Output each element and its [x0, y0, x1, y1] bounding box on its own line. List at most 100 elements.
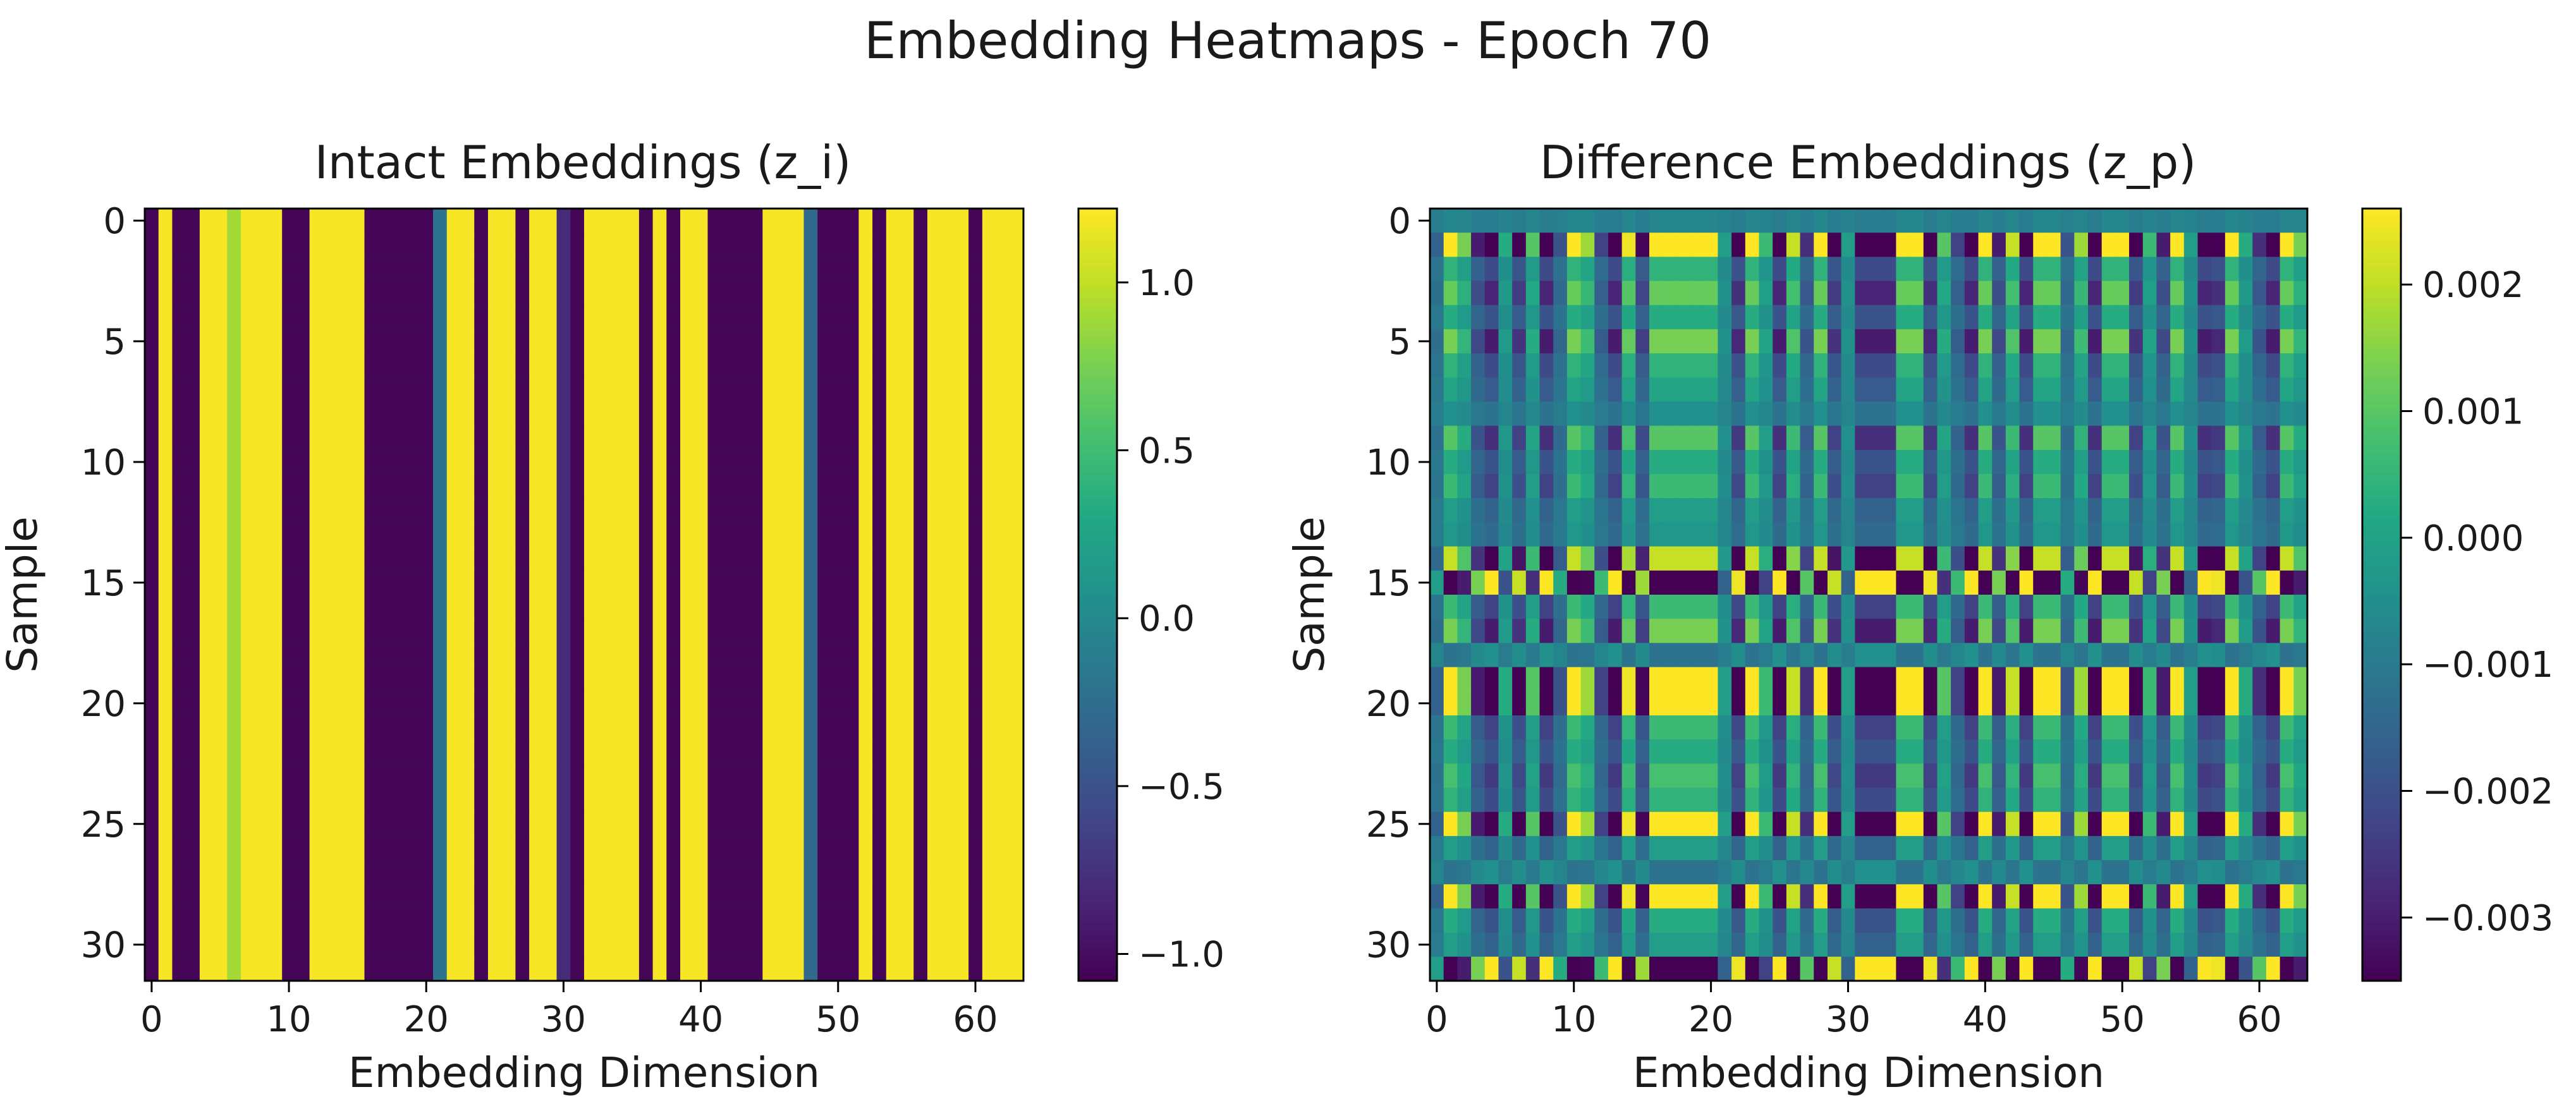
heatmap-cell: [556, 860, 571, 885]
colorbar-segment: [2362, 221, 2401, 229]
heatmap-cell: [762, 377, 777, 403]
heatmap-cell: [1827, 329, 1842, 354]
colorbar-segment: [2362, 478, 2401, 486]
heatmap-cell: [886, 305, 901, 330]
heatmap-cell: [1869, 908, 1883, 933]
heatmap-cell: [1923, 643, 1938, 668]
heatmap-cell: [1649, 209, 1664, 233]
heatmap-cell: [364, 667, 379, 692]
heatmap-cell: [638, 691, 654, 716]
heatmap-cell: [364, 546, 379, 571]
heatmap-cell: [1690, 595, 1705, 619]
heatmap-cell: [1525, 739, 1541, 764]
heatmap-cell: [886, 763, 901, 789]
heatmap-cell: [2088, 353, 2103, 378]
heatmap-cell: [282, 498, 296, 523]
heatmap-cell: [529, 739, 544, 764]
heatmap-cell: [2170, 739, 2185, 764]
heatmap-cell: [611, 570, 626, 595]
heatmap-cell: [584, 932, 599, 957]
heatmap-cell: [487, 425, 503, 451]
heatmap-cell: [1786, 474, 1801, 499]
heatmap-cell: [501, 401, 516, 427]
heatmap-cell: [1773, 498, 1787, 523]
heatmap-cell: [227, 619, 241, 643]
heatmap-cell: [487, 449, 503, 475]
heatmap-cell: [1621, 884, 1636, 909]
heatmap-cell: [1910, 570, 1924, 595]
heatmap-cell: [1923, 425, 1938, 451]
heatmap-cell: [1951, 908, 1965, 933]
heatmap-cell: [1841, 209, 1855, 233]
heatmap-cell: [652, 233, 667, 257]
heatmap-cell: [817, 401, 832, 427]
heatmap-cell: [1869, 401, 1883, 427]
heatmap-cell: [1594, 884, 1609, 909]
heatmap-cell: [1964, 763, 1979, 789]
heatmap-cell: [886, 643, 901, 668]
heatmap-cell: [1566, 956, 1582, 981]
heatmap-cell: [2183, 353, 2199, 378]
heatmap-cell: [433, 811, 448, 837]
heatmap-cell: [1745, 522, 1760, 547]
heatmap-cell: [707, 449, 722, 475]
heatmap-cell: [1923, 353, 1938, 378]
heatmap-cell: [487, 956, 503, 981]
heatmap-cell: [2060, 763, 2075, 789]
heatmap-cell: [1718, 763, 1732, 789]
heatmap-cell: [927, 209, 942, 233]
heatmap-cell: [652, 425, 667, 451]
heatmap-cell: [1663, 209, 1677, 233]
colorbar-segment: [1078, 350, 1117, 357]
heatmap-cell: [2197, 281, 2212, 306]
heatmap-cell: [2060, 595, 2075, 619]
heatmap-cell: [1841, 377, 1855, 403]
heatmap-cell: [1786, 956, 1801, 981]
heatmap-cell: [227, 932, 241, 957]
heatmap-cell: [872, 715, 887, 740]
heatmap-cell: [803, 667, 818, 692]
heatmap-cell: [2019, 811, 2034, 837]
colorbar-segment: [1078, 923, 1117, 930]
heatmap-cell: [186, 305, 200, 330]
heatmap-cell: [1553, 498, 1568, 523]
heatmap-cell: [2293, 715, 2308, 740]
heatmap-cell: [446, 233, 461, 257]
heatmap-cell: [1992, 619, 2006, 643]
colorbar-segment: [2362, 581, 2401, 589]
heatmap-cell: [2129, 787, 2144, 813]
heatmap-cell: [680, 860, 695, 885]
colorbar-segment: [1078, 472, 1117, 480]
heatmap-cell: [1580, 595, 1595, 619]
heatmap-cell: [2197, 667, 2212, 692]
heatmap-cell: [460, 860, 475, 885]
heatmap-cell: [955, 377, 969, 403]
heatmap-cell: [597, 546, 613, 571]
heatmap-cell: [337, 835, 351, 861]
heatmap-cell: [1635, 474, 1650, 499]
heatmap-cell: [693, 860, 709, 885]
heatmap-cell: [1635, 281, 1650, 306]
heatmap-cell: [323, 209, 338, 233]
heatmap-cell: [803, 257, 818, 282]
heatmap-cell: [817, 257, 832, 282]
heatmap-cell: [1690, 570, 1705, 595]
heatmap-cell: [556, 570, 571, 595]
heatmap-cell: [762, 353, 777, 378]
heatmap-cell: [831, 739, 846, 764]
heatmap-cell: [1649, 570, 1664, 595]
heatmap-cell: [2266, 353, 2281, 378]
heatmap-cell: [1731, 932, 1746, 957]
heatmap-cell: [1786, 860, 1801, 885]
heatmap-cell: [282, 643, 296, 668]
colorbar-segment: [2362, 768, 2401, 775]
heatmap-cell: [2129, 908, 2144, 933]
heatmap-cell: [350, 570, 365, 595]
heatmap-cell: [2060, 522, 2075, 547]
heatmap-cell: [1896, 522, 1910, 547]
heatmap-cell: [1594, 305, 1609, 330]
heatmap-cell: [295, 546, 310, 571]
heatmap-cell: [1704, 932, 1719, 957]
heatmap-cell: [1457, 860, 1472, 885]
heatmap-cell: [556, 956, 571, 981]
